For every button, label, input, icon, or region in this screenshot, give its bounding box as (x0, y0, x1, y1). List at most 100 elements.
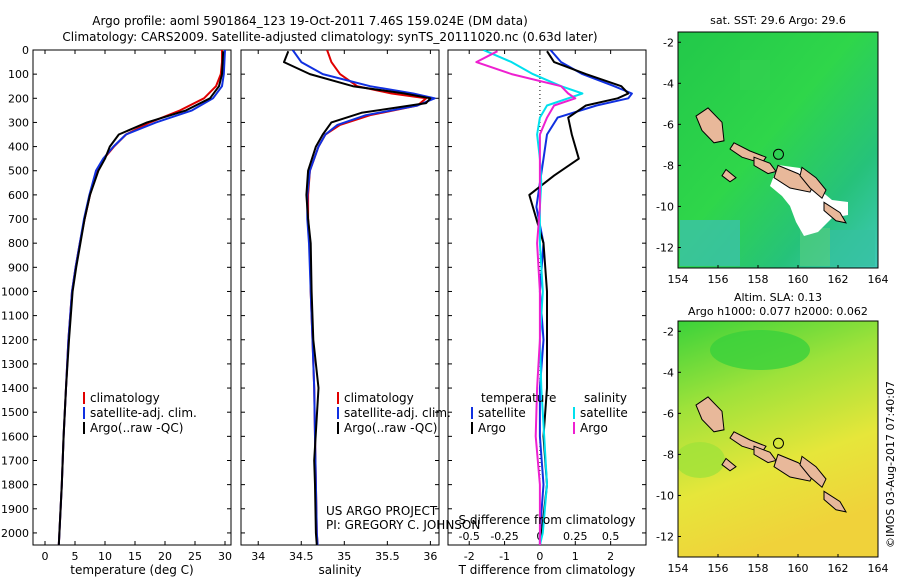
depth-tick-label: 600 (8, 189, 29, 202)
island-shape (753, 156, 777, 175)
x-tick-label: -1 (499, 550, 510, 563)
salinity-legend: climatology satellite-adj. clim. Argo(..… (337, 391, 451, 435)
map-lon-label: 158 (748, 562, 769, 575)
x-tick-label: 20 (158, 550, 172, 563)
x2-tick-label: -0.25 (490, 530, 518, 543)
salinity-xlabel: salinity (318, 563, 361, 577)
depth-tick-labels: 0 100 200 300 400 500 600 700 800 900 1000 1100 1200… (1, 44, 29, 540)
sst-map-patch (830, 230, 875, 266)
map-lon-label: 160 (788, 273, 809, 286)
sla-map-islands (695, 396, 847, 513)
map-lon-label: 162 (828, 562, 849, 575)
sst-map-patch (680, 220, 740, 266)
sst-map-title: sat. SST: 29.6 Argo: 29.6 (710, 14, 846, 27)
island-shape (695, 396, 725, 433)
map-lat-label: -12 (656, 530, 674, 543)
map-tick-labels: 154 156 158 160 162 164 -2 -4 -6 -8 -10 -12 154 156 15… (656, 36, 888, 575)
series-line-salinity-satellite (483, 50, 584, 545)
salinity-axes-frame (240, 49, 440, 546)
legend-sal-argo-label: Argo (580, 421, 608, 435)
island-shape (799, 166, 827, 199)
temperature-ticks: 0 5 10 15 20 25 30 (33, 49, 232, 563)
figure-title-line2: Climatology: CARS2009. Satellite-adjuste… (62, 30, 597, 44)
salinity-series (283, 50, 436, 545)
sla-map (678, 321, 878, 557)
depth-tick-label: 800 (8, 237, 29, 250)
depth-tick-label: 1500 (1, 406, 29, 419)
map-lat-label: -6 (663, 407, 674, 420)
island-shape (721, 168, 737, 183)
map-lat-label: -6 (663, 118, 674, 131)
temperature-axes-frame (32, 49, 232, 546)
depth-tick-label: 1000 (1, 285, 29, 298)
t-difference-xlabel: T difference from climatology (458, 563, 636, 577)
x2-tick-label: 0.25 (563, 530, 588, 543)
sst-map-frame (677, 31, 879, 269)
map-lon-label: 160 (788, 562, 809, 575)
depth-tick-label: 300 (8, 116, 29, 129)
map-lat-label: -10 (656, 489, 674, 502)
map-lon-label: 164 (868, 273, 889, 286)
x-tick-label: -2 (464, 550, 475, 563)
sla-map-title: Altim. SLA: 0.13 (734, 291, 822, 304)
series-line-argo-raw-qc- (283, 50, 432, 545)
imos-timestamp: ©IMOS 03-Aug-2017 07:40:07 (884, 381, 897, 548)
depth-tick-label: 0 (22, 44, 29, 57)
x-tick-label: 1 (572, 550, 579, 563)
x-tick-label: 30 (218, 550, 232, 563)
sla-map-subtitle: Argo h1000: 0.077 h2000: 0.062 (688, 305, 868, 318)
legend-climatology-label: climatology (344, 391, 414, 405)
x-tick-label: 15 (128, 550, 142, 563)
legend-satellite-label: satellite-adj. clim. (344, 406, 451, 420)
x-tick-label: 2 (607, 550, 614, 563)
depth-tick-label: 1100 (1, 310, 29, 323)
depth-tick-label: 200 (8, 92, 29, 105)
island-shape (773, 164, 815, 193)
x-tick-label: 35.5 (375, 550, 400, 563)
x-tick-label: 0 (42, 550, 49, 563)
pi-label: PI: GREGORY C. JOHNSON (326, 518, 480, 532)
series-line-satellite-adj-clim- (291, 50, 436, 545)
map-lat-label: -8 (663, 448, 674, 461)
x-tick-label: 25 (188, 550, 202, 563)
map-lat-label: -8 (663, 159, 674, 172)
argo-location-marker (772, 148, 784, 160)
map-lon-label: 156 (708, 562, 729, 575)
depth-tick-label: 900 (8, 261, 29, 274)
x-tick-label: 10 (98, 550, 112, 563)
map-lon-label: 164 (868, 562, 889, 575)
island-shape (799, 455, 827, 488)
depth-tick-label: 400 (8, 141, 29, 154)
legend-sal-satellite-label: satellite (580, 406, 628, 420)
depth-tick-label: 100 (8, 68, 29, 81)
map-lon-label: 158 (748, 273, 769, 286)
legend-satellite-label: satellite-adj. clim. (90, 406, 197, 420)
argo-location-marker (772, 437, 784, 449)
depth-tick-label: 1600 (1, 430, 29, 443)
sla-map-patch (678, 442, 725, 478)
x-tick-label: 36 (423, 550, 437, 563)
s-difference-xlabel: S difference from climatology (459, 513, 636, 527)
depth-tick-label: 1800 (1, 479, 29, 492)
legend-climatology-label: climatology (90, 391, 160, 405)
island-shape (721, 457, 737, 472)
x-tick-label: 34.5 (289, 550, 314, 563)
project-label: US ARGO PROJECT (326, 504, 438, 518)
series-line-salinity-argo (475, 50, 577, 545)
map-lat-label: -12 (656, 241, 674, 254)
island-shape (823, 490, 847, 513)
depth-tick-label: 1200 (1, 334, 29, 347)
x-tick-label: 35 (337, 550, 351, 563)
map-lon-label: 162 (828, 273, 849, 286)
legend-argo-label: Argo(..raw -QC) (90, 421, 183, 435)
map-lon-label: 154 (668, 273, 689, 286)
sla-map-frame (677, 320, 879, 558)
sst-map-islands (695, 107, 847, 224)
figure-title-line1: Argo profile: aoml 5901864_123 19-Oct-20… (92, 14, 528, 28)
map-lon-label: 154 (668, 562, 689, 575)
map-lat-label: -4 (663, 366, 674, 379)
depth-tick-label: 1300 (1, 358, 29, 371)
legend-temp-argo-label: Argo (478, 421, 506, 435)
legend-argo-label: Argo(..raw -QC) (344, 421, 437, 435)
